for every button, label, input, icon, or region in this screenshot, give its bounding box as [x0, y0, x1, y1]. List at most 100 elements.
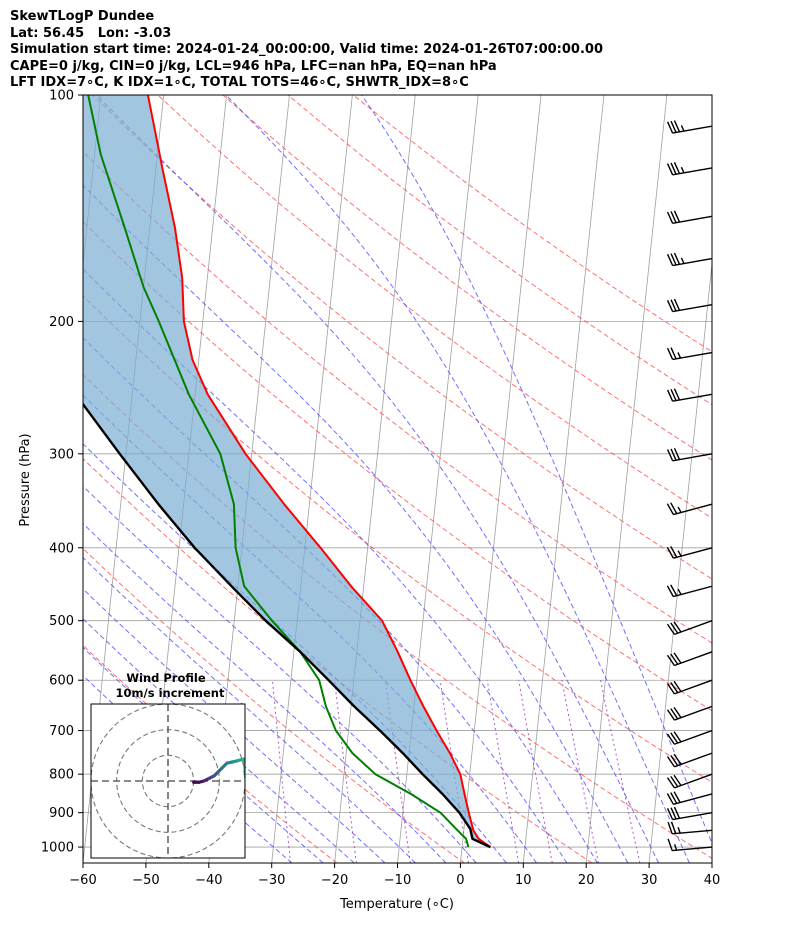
barb-feather	[670, 448, 677, 461]
isotherm-line	[775, 95, 794, 863]
barb-staff	[672, 846, 713, 852]
dry-adiabat-line	[157, 95, 712, 519]
barb-staff	[674, 620, 713, 636]
barb-staff	[674, 773, 713, 789]
barb-feather	[666, 777, 675, 789]
hodograph-subtitle: 10m/s increment	[116, 686, 225, 700]
barb-half-feather	[677, 588, 682, 595]
y-tick-label: 300	[49, 447, 74, 462]
y-tick-label: 1000	[41, 841, 74, 856]
barb-feather	[667, 821, 673, 835]
x-tick-label: −50	[132, 873, 159, 888]
moist-adiabat-line	[361, 95, 712, 845]
wind-barb	[666, 347, 713, 361]
hodograph-trace	[192, 757, 245, 790]
header-location: Lat: 56.45 Lon: -3.03	[10, 25, 172, 41]
barb-half-feather	[677, 827, 681, 834]
moist-adiabat-line	[83, 646, 324, 863]
y-tick-label: 600	[49, 674, 74, 689]
barb-feather	[670, 502, 678, 514]
wind-barb	[666, 546, 713, 559]
dry-adiabat-line	[92, 95, 712, 580]
hodograph-frame	[90, 703, 246, 859]
chart-header: SkewTLogP Dundee Lat: 56.45 Lon: -3.03 Sim…	[10, 9, 603, 92]
isotherm-line	[711, 859, 712, 863]
x-tick-label: −40	[195, 873, 222, 888]
barb-feather	[666, 503, 674, 515]
mixing-ratio-line	[600, 680, 641, 863]
barb-feather	[666, 121, 674, 134]
mixing-ratio-line	[334, 680, 357, 863]
x-tick-label: −20	[321, 873, 348, 888]
barb-feather	[673, 210, 681, 223]
barb-feather	[666, 300, 674, 312]
wind-barb	[666, 252, 713, 267]
y-tick-label: 500	[49, 614, 74, 629]
wind-barb	[666, 679, 713, 695]
barb-staff	[673, 585, 713, 598]
moist-adiabat-line	[83, 184, 629, 863]
barb-feather	[666, 808, 674, 820]
mixing-ratio-line	[561, 680, 599, 863]
barb-feather	[673, 652, 682, 664]
barb-feather	[670, 653, 679, 665]
barb-feather	[670, 211, 677, 223]
temperature-line	[146, 95, 491, 848]
x-tick-label: 20	[578, 873, 595, 888]
barb-feather	[673, 447, 681, 460]
barb-feather	[673, 707, 682, 719]
moist-adiabat-line	[83, 485, 477, 863]
barb-feather	[673, 731, 682, 743]
wind-barb	[666, 584, 713, 598]
barb-feather	[670, 389, 677, 401]
barb-feather	[670, 682, 679, 694]
barb-feather	[673, 774, 682, 786]
parcel-path-line	[83, 402, 491, 849]
barb-feather	[670, 807, 677, 820]
barb-staff	[672, 829, 713, 835]
y-tick-label: 400	[49, 541, 74, 556]
wind-barb	[666, 120, 713, 134]
barb-half-feather	[677, 352, 682, 359]
barb-feather	[670, 792, 678, 804]
barb-feather	[670, 347, 677, 360]
header-indices-1: CAPE=0 j/kg, CIN=0 j/kg, LCL=946 hPa, LF…	[10, 58, 497, 74]
hodograph-grid	[91, 704, 245, 858]
barb-half-feather	[680, 257, 685, 264]
x-axis-label: Temperature (∘C)	[339, 897, 454, 912]
dry-adiabat-line	[83, 644, 338, 863]
wind-barb	[667, 838, 713, 852]
barb-feather	[666, 756, 675, 768]
barb-feather	[670, 120, 677, 133]
barb-feather	[667, 838, 673, 851]
isotherm-line	[271, 95, 353, 863]
barb-staff	[674, 705, 713, 721]
barb-feather	[670, 708, 679, 720]
isotherm-line	[585, 95, 668, 863]
mixing-ratio-line	[518, 680, 553, 863]
barb-feather	[666, 347, 674, 360]
x-tick-label: 40	[704, 873, 721, 888]
barb-staff	[674, 679, 713, 695]
barb-feather	[666, 623, 675, 635]
y-tick-label: 900	[49, 806, 74, 821]
barb-feather	[666, 211, 674, 224]
hodograph-title: Wind Profile	[126, 671, 206, 685]
wind-barb	[666, 752, 713, 768]
barb-feather	[666, 733, 675, 745]
y-tick-label: 800	[49, 768, 74, 783]
barb-feather	[666, 709, 675, 721]
cin-area	[83, 95, 491, 848]
barb-feather	[670, 584, 678, 597]
x-tick-label: −10	[384, 873, 411, 888]
moist-adiabat-line	[83, 394, 537, 863]
barb-feather	[673, 388, 681, 401]
y-axis-label: Pressure (hPa)	[18, 433, 33, 526]
header-title: SkewTLogP Dundee	[10, 9, 155, 24]
barb-half-feather	[680, 166, 685, 174]
axis-ticks: −60 −50 −40 −30 −20 −10 0 10 20 30 40 1000 900 800 700…	[41, 89, 720, 889]
wind-barb	[667, 821, 713, 835]
moist-adiabat-line	[83, 268, 598, 863]
dry-adiabat-line	[83, 221, 712, 712]
barb-staff	[672, 351, 713, 361]
